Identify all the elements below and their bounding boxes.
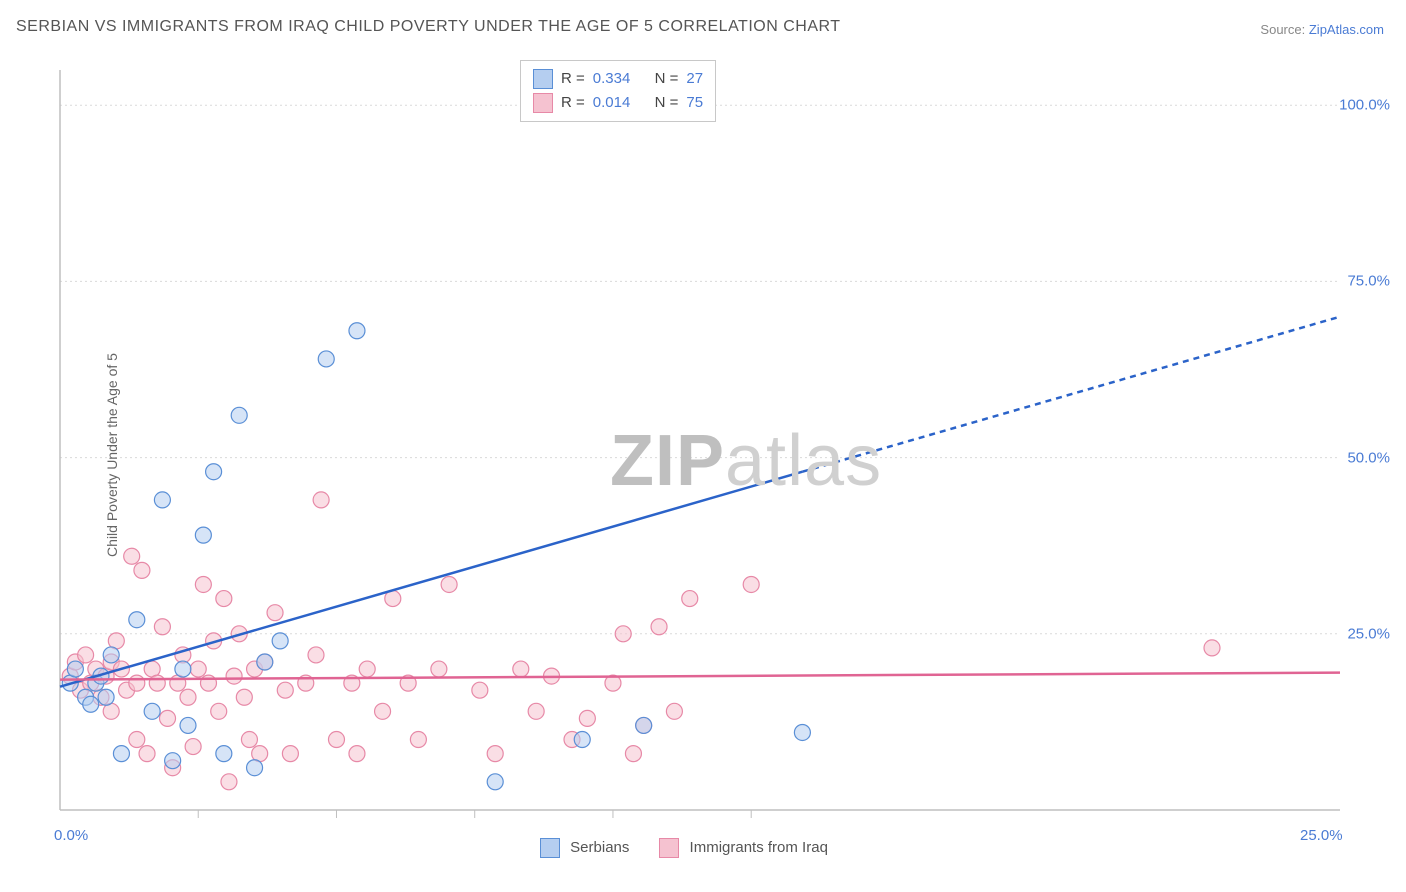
source-attribution: Source: ZipAtlas.com (1260, 22, 1384, 37)
source-label: Source: (1260, 22, 1305, 37)
x-tick-label: 0.0% (54, 827, 88, 844)
legend-label: Immigrants from Iraq (690, 839, 828, 856)
n-label: N = (655, 67, 679, 91)
r-label: R = (561, 91, 585, 115)
legend-item-iraq: Immigrants from Iraq (659, 838, 828, 858)
r-value: 0.014 (593, 91, 631, 115)
y-axis-label: Child Poverty Under the Age of 5 (104, 353, 120, 557)
swatch-serbians (533, 69, 553, 89)
swatch-serbians (540, 838, 560, 858)
y-tick-label: 50.0% (1347, 449, 1390, 466)
legend-label: Serbians (570, 839, 629, 856)
chart-area: Child Poverty Under the Age of 5 ZIPatla… (50, 60, 1380, 850)
source-link[interactable]: ZipAtlas.com (1309, 22, 1384, 37)
r-value: 0.334 (593, 67, 631, 91)
scatter-plot (50, 60, 1380, 850)
swatch-iraq (659, 838, 679, 858)
swatch-iraq (533, 93, 553, 113)
n-label: N = (655, 91, 679, 115)
legend-item-serbians: Serbians (540, 838, 629, 858)
r-label: R = (561, 67, 585, 91)
legend-row-iraq: R = 0.014 N = 75 (533, 91, 703, 115)
series-legend: Serbians Immigrants from Iraq (540, 838, 828, 858)
n-value: 75 (686, 91, 703, 115)
y-tick-label: 100.0% (1339, 97, 1390, 114)
y-tick-label: 25.0% (1347, 625, 1390, 642)
x-tick-label: 25.0% (1300, 827, 1343, 844)
legend-row-serbians: R = 0.334 N = 27 (533, 67, 703, 91)
n-value: 27 (686, 67, 703, 91)
y-tick-label: 75.0% (1347, 273, 1390, 290)
chart-title: SERBIAN VS IMMIGRANTS FROM IRAQ CHILD PO… (16, 18, 841, 36)
correlation-legend: R = 0.334 N = 27 R = 0.014 N = 75 (520, 60, 716, 122)
